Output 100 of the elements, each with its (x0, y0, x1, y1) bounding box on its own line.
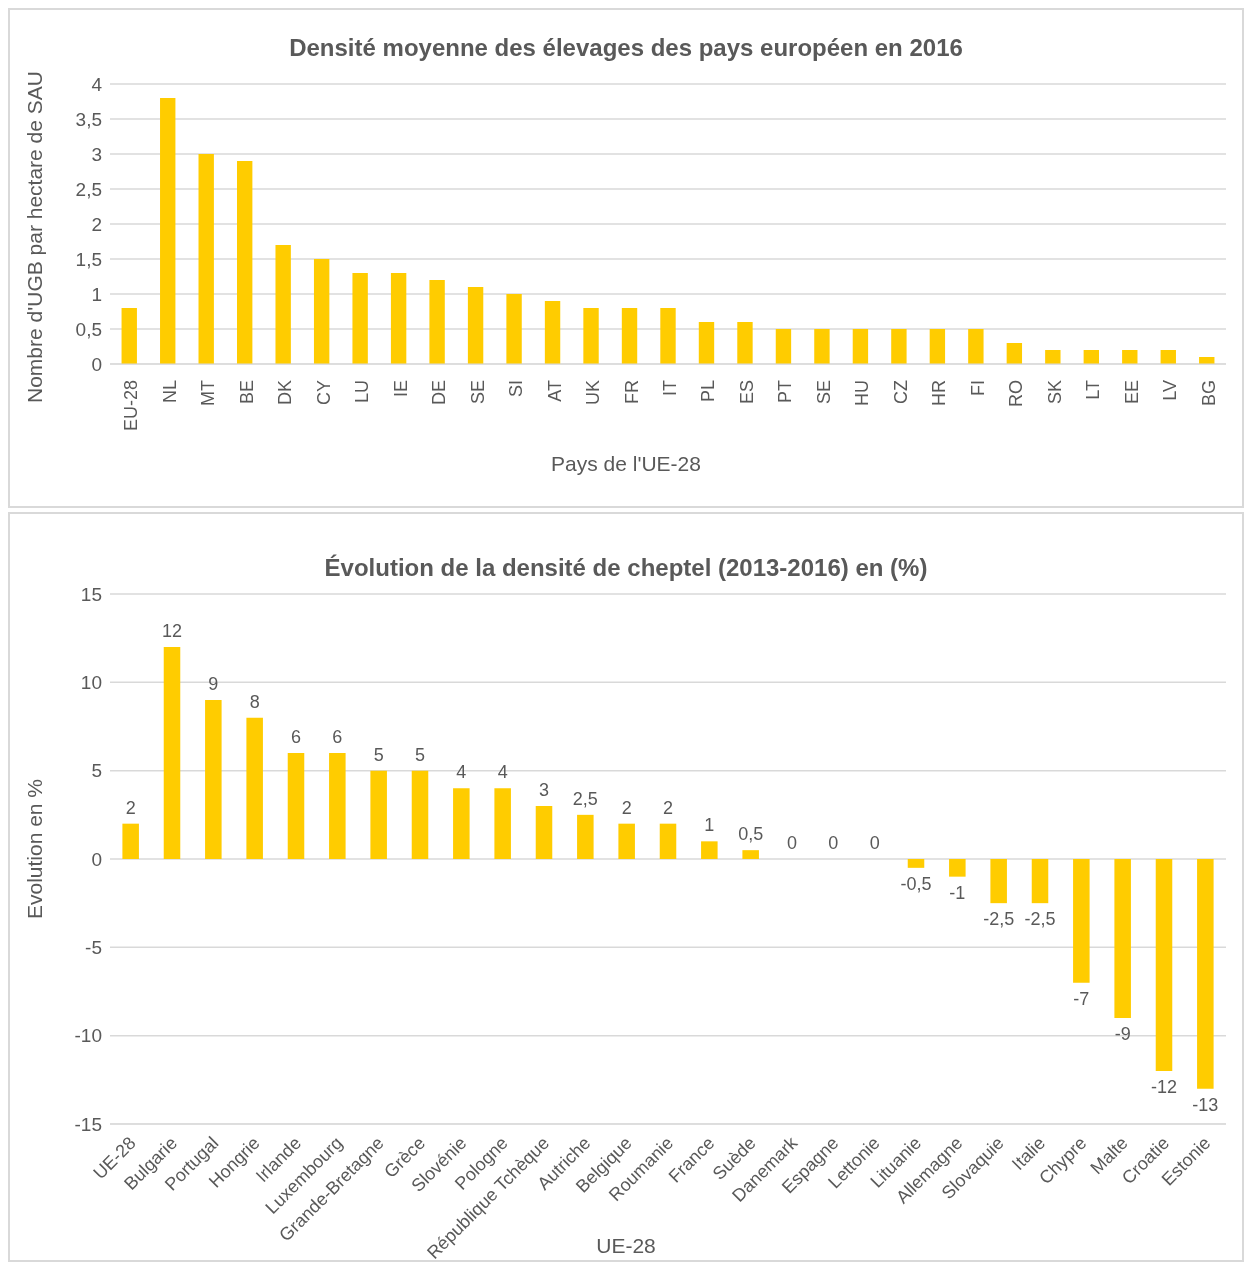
y-tick-label: 1,5 (75, 248, 102, 270)
bar (1155, 859, 1173, 1071)
bar (891, 329, 907, 364)
data-label: 4 (456, 762, 467, 783)
x-tick-label: IT (660, 380, 680, 396)
data-label: -2,5 (1024, 909, 1056, 930)
x-tick-label: LU (352, 380, 373, 404)
bar (949, 859, 966, 877)
data-label: -1 (949, 882, 966, 903)
bar (313, 259, 330, 364)
x-tick-label: PL (698, 380, 719, 403)
bar (1122, 350, 1138, 364)
bar (1031, 859, 1049, 904)
x-tick-label: BE (236, 380, 257, 405)
bar (122, 823, 139, 859)
bar (535, 806, 553, 859)
data-label: 5 (373, 744, 384, 765)
bar (742, 850, 759, 859)
bar (737, 322, 753, 364)
data-label: 2 (125, 797, 136, 818)
bar (968, 329, 984, 364)
bar (494, 788, 511, 859)
data-label: -0,5 (900, 873, 932, 894)
bar (701, 841, 718, 859)
bar (1114, 859, 1131, 1018)
x-tick-label: HR (929, 380, 950, 406)
bar (698, 322, 715, 364)
data-label: -13 (1192, 1094, 1219, 1115)
x-tick-label: LV (1160, 380, 1181, 401)
data-label: 1 (704, 815, 715, 836)
x-tick-label: LT (1083, 380, 1104, 400)
bar (467, 287, 484, 364)
x-tick-label: MT (198, 380, 219, 406)
data-label: 5 (414, 744, 426, 765)
y-tick-label: -10 (74, 1025, 102, 1047)
bar (121, 308, 137, 364)
x-tick-label: DK (275, 380, 296, 406)
data-label: 2 (662, 797, 674, 818)
data-label: 9 (208, 674, 219, 694)
x-tick-label: SE (813, 380, 834, 405)
x-tick-label: ES (736, 380, 757, 405)
data-label: 12 (161, 621, 183, 641)
y-tick-label: 10 (80, 672, 102, 694)
bar (544, 301, 561, 364)
x-tick-label: CZ (890, 380, 911, 404)
bar (198, 154, 214, 364)
bar (1006, 343, 1023, 364)
data-label: 8 (249, 691, 260, 712)
x-tick-label: SI (506, 380, 527, 398)
data-label: -7 (1073, 988, 1090, 1009)
chart-title: Densité moyenne des élevages des pays européen en 2016 (289, 34, 963, 61)
x-axis-title: Pays de l'UE-28 (550, 452, 702, 476)
y-tick-label: 15 (80, 583, 102, 605)
data-label: 2,5 (572, 788, 598, 809)
data-label: 0,5 (738, 824, 764, 845)
data-label: 6 (290, 727, 302, 747)
bar (275, 245, 291, 364)
y-tick-label: 0,5 (75, 318, 102, 340)
data-label: 3 (538, 780, 550, 800)
bar (852, 329, 869, 364)
bar (775, 329, 792, 364)
bar (929, 329, 946, 364)
data-label: 0 (828, 833, 839, 853)
bar (1197, 859, 1214, 1089)
y-axis-title: Evolution en % (23, 778, 47, 920)
y-tick-label: 3,5 (75, 108, 102, 130)
bar (160, 98, 176, 364)
y-tick-label: 2 (91, 213, 102, 235)
data-label: -12 (1150, 1077, 1178, 1097)
bar (163, 647, 181, 859)
bar (329, 753, 346, 859)
x-tick-label: UK (583, 380, 604, 406)
x-tick-label: EU-28 (121, 380, 142, 432)
data-label: -9 (1114, 1024, 1131, 1044)
data-label: 0 (869, 833, 880, 853)
data-label: -2,5 (983, 909, 1015, 930)
data-label: 4 (497, 762, 508, 783)
bar (1073, 859, 1090, 983)
bar (618, 823, 635, 859)
bar (577, 814, 594, 859)
y-tick-label: 0 (91, 848, 102, 870)
x-tick-label: EE (1121, 380, 1142, 405)
y-tick-label: 4 (91, 73, 103, 95)
bar (1160, 350, 1176, 364)
bar (659, 823, 677, 859)
y-axis-title: Nombre d'UGB par hectare de SAU (23, 70, 47, 403)
x-tick-label: NL (159, 380, 180, 404)
x-tick-label: CY (313, 380, 334, 406)
bar (370, 770, 387, 859)
x-tick-label: SK (1044, 380, 1065, 405)
bar (583, 308, 599, 364)
data-label: 6 (332, 727, 343, 747)
bar (621, 308, 638, 364)
y-tick-label: 1 (91, 283, 102, 305)
y-tick-label: 5 (91, 760, 102, 782)
x-tick-label: FR (621, 380, 642, 404)
x-tick-label: PT (775, 380, 796, 404)
bar (1083, 350, 1100, 364)
bar (990, 859, 1007, 904)
bar (236, 161, 253, 364)
